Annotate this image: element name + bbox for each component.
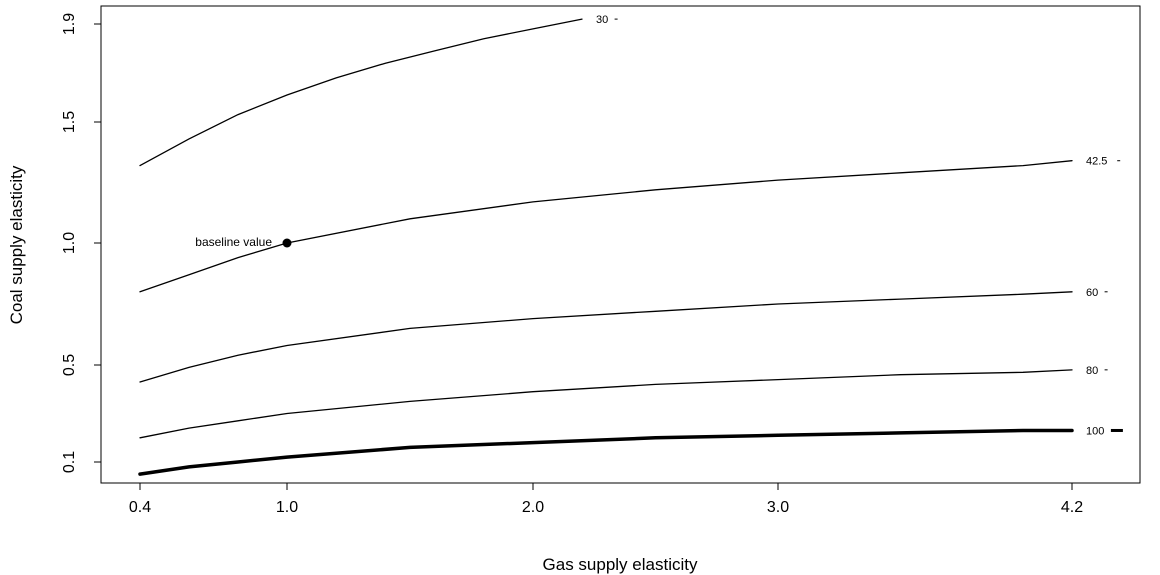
x-tick-label: 4.2 [1061,499,1083,516]
contour-line-80 [139,369,1073,439]
y-tick-label: 0.5 [61,354,78,376]
contour-label-80: 80 [1086,365,1098,377]
baseline-point [282,238,292,248]
y-tick-label: 0.1 [61,451,78,473]
y-tick-label: 1.5 [61,111,78,133]
y-axis-title: Coal supply elasticity [7,165,26,324]
baseline-label: baseline value [195,235,272,249]
contour-line-100 [138,428,1074,476]
y-tick-label: 1.9 [61,13,78,35]
contour-label-42.5: 42.5 [1086,156,1107,168]
contour-label-30: 30 [596,14,608,26]
x-tick-label: 0.4 [129,499,151,516]
contour-labels: 30 42.5 60 80 100 [596,14,1123,437]
contour-lines [138,18,1074,476]
contour-label-60: 60 [1086,287,1098,299]
y-tick-label: 1.0 [61,232,78,254]
contour-line-42.5 [139,160,1073,293]
x-tick-label: 2.0 [522,499,544,516]
contour-line-30 [139,18,583,167]
contour-label-100: 100 [1086,425,1104,437]
x-axis: 0.4 1.0 2.0 3.0 4.2 [129,482,1083,516]
annotations: baseline value [195,235,292,249]
contour-line-60 [139,291,1073,383]
x-tick-label: 1.0 [276,499,298,516]
y-axis: 0.1 0.5 1.0 1.5 1.9 [61,13,102,473]
x-axis-title: Gas supply elasticity [543,555,698,574]
x-tick-label: 3.0 [767,499,789,516]
